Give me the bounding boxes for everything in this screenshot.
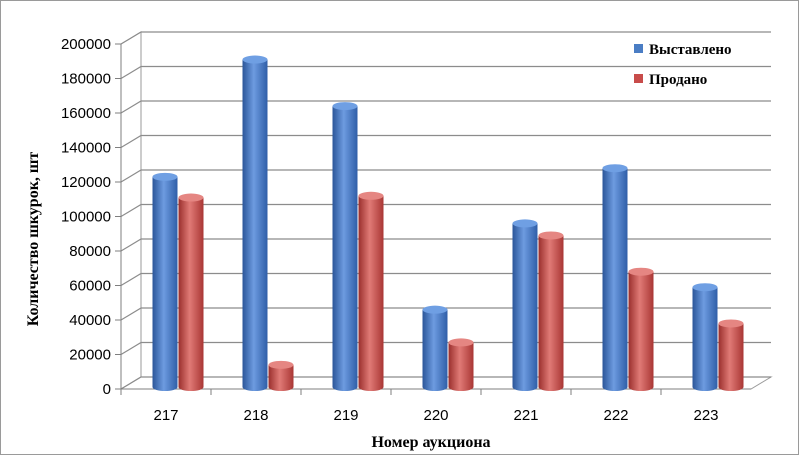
bar-top (152, 172, 178, 181)
y-tick-label: 20000 (69, 347, 111, 364)
y-tick-label: 60000 (69, 278, 111, 295)
x-tick-label: 217 (153, 407, 178, 424)
bar-body (628, 271, 654, 391)
bar-top (448, 338, 474, 347)
bar-prodano-223 (718, 319, 744, 391)
gridline (120, 65, 771, 80)
gridline (120, 134, 771, 149)
y-tick-label: 120000 (61, 174, 111, 191)
x-tick-labels: 217 218 219 220 221 222 223 (153, 407, 718, 424)
bar-top (268, 360, 294, 369)
bar-body (242, 59, 268, 392)
bar-top (692, 283, 718, 292)
gridline (120, 169, 771, 183)
bar-top (628, 267, 654, 276)
bar-body (268, 364, 294, 391)
y-tick-label: 100000 (61, 209, 111, 226)
bar-body (448, 342, 474, 391)
legend-swatch-prodano (634, 74, 643, 83)
x-tick-label: 219 (333, 407, 358, 424)
bars (152, 55, 744, 392)
bar-top (178, 193, 204, 202)
bar-vystavleno-222 (602, 164, 628, 391)
bar-body (692, 287, 718, 391)
bar-top (422, 305, 448, 314)
bar-top (358, 191, 384, 200)
bar-body (512, 223, 538, 391)
bar-prodano-218 (268, 360, 294, 391)
bar-prodano-217 (178, 193, 204, 391)
y-axis-title: Количество шкурок, шт (25, 152, 42, 327)
bar-vystavleno-219 (332, 102, 358, 391)
bar-top (332, 102, 358, 111)
bar-prodano-220 (448, 338, 474, 391)
y-tick-label: 80000 (69, 243, 111, 260)
x-tick-label: 220 (423, 407, 448, 424)
gridline (120, 100, 771, 114)
bar-body (332, 106, 358, 391)
bar-top (538, 231, 564, 240)
bar-prodano-221 (538, 231, 564, 391)
x-axis-title: Номер аукциона (371, 434, 490, 451)
bar-top (242, 55, 268, 64)
bar-vystavleno-218 (242, 55, 268, 392)
y-tick-label: 40000 (69, 312, 111, 329)
bar-body (538, 235, 564, 391)
y-tick-label: 160000 (61, 105, 111, 122)
bar-top (718, 319, 744, 328)
y-tick-label: 180000 (61, 71, 111, 88)
legend-label-vystavleno: Выставлено (649, 42, 732, 58)
bar-vystavleno-223 (692, 283, 718, 391)
bar-top (512, 219, 538, 228)
bar-top (602, 164, 628, 173)
bar-body (718, 323, 744, 391)
bar-vystavleno-217 (152, 172, 178, 391)
gridline (120, 272, 771, 287)
x-tick-label: 221 (513, 407, 538, 424)
bar-body (422, 309, 448, 391)
x-tick-label: 222 (603, 407, 628, 424)
bar-prodano-219 (358, 191, 384, 391)
bar-vystavleno-221 (512, 219, 538, 391)
y-tick-label: 0 (103, 381, 111, 398)
bar-body (602, 168, 628, 391)
x-tick-label: 218 (243, 407, 268, 424)
gridline (120, 238, 771, 252)
legend-swatch-vystavleno (634, 44, 643, 53)
gridline (120, 31, 771, 45)
bar-body (358, 195, 384, 391)
bar-body (178, 197, 204, 391)
y-tick-label: 200000 (61, 36, 111, 53)
gridline (120, 203, 771, 218)
y-tick-label: 140000 (61, 140, 111, 157)
bar-prodano-222 (628, 267, 654, 391)
y-tick-labels: 0 20000 40000 60000 80000 100000 120000 140000 1… (61, 36, 111, 398)
x-tick-label: 223 (693, 407, 718, 424)
legend: Выставлено Продано (634, 42, 732, 88)
bar-vystavleno-220 (422, 305, 448, 391)
bar-body (152, 176, 178, 391)
legend-label-prodano: Продано (649, 72, 707, 88)
